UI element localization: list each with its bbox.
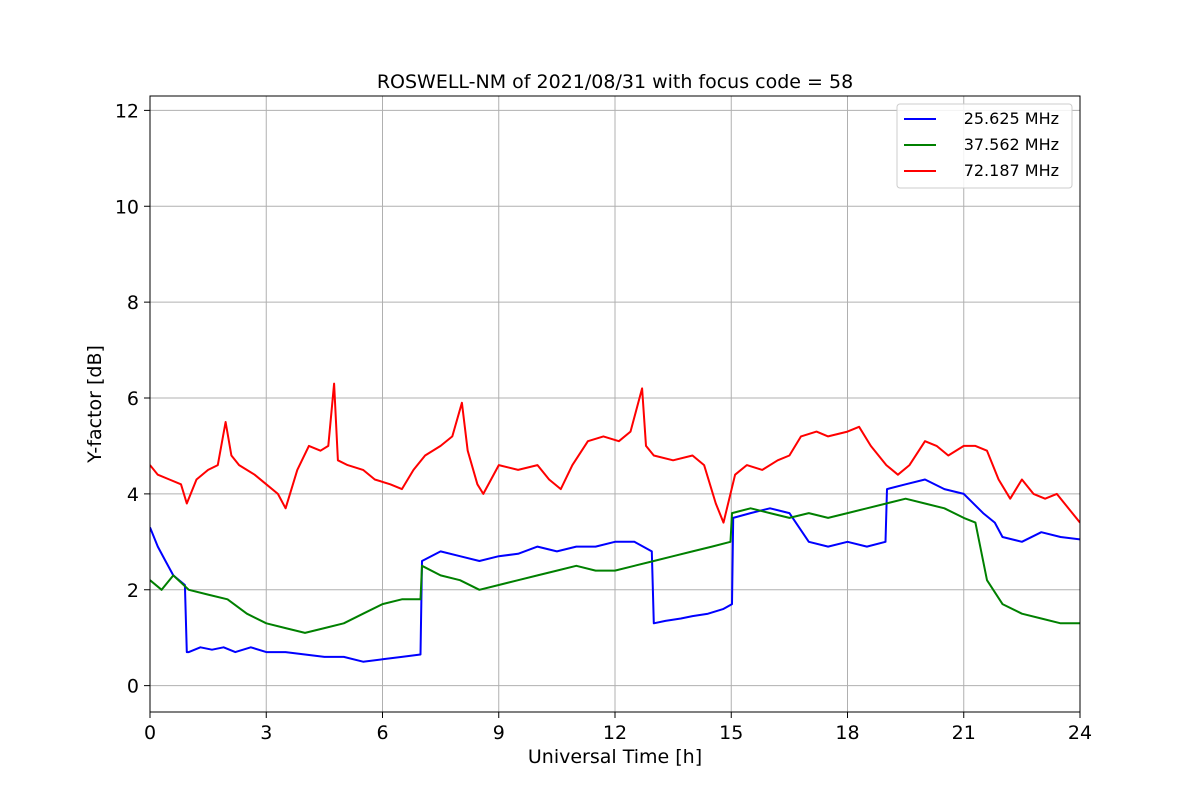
- x-tick-label: 9: [493, 722, 505, 744]
- x-tick-label: 24: [1068, 722, 1092, 744]
- chart-title: ROSWELL-NM of 2021/08/31 with focus code…: [377, 71, 853, 93]
- y-axis-label: Y-factor [dB]: [84, 345, 106, 464]
- legend-label-2: 72.187 MHz: [964, 161, 1059, 180]
- series-line-0: [150, 478, 1080, 663]
- y-tick-label: 12: [115, 100, 139, 122]
- x-tick-label: 3: [260, 722, 272, 744]
- series-layer: [150, 382, 1080, 663]
- x-tick-label: 0: [144, 722, 156, 744]
- y-tick-label: 6: [127, 388, 139, 410]
- y-tick-label: 0: [127, 676, 139, 698]
- y-tick-label: 10: [115, 196, 139, 218]
- x-tick-label: 12: [603, 722, 627, 744]
- series-line-2: [150, 382, 1080, 524]
- series-line-1: [150, 497, 1080, 634]
- legend-label-0: 25.625 MHz: [964, 109, 1059, 128]
- x-tick-label: 6: [376, 722, 388, 744]
- legend-label-1: 37.562 MHz: [964, 135, 1059, 154]
- x-tick-label: 15: [719, 722, 743, 744]
- y-tick-label: 2: [127, 580, 139, 602]
- x-tick-label: 21: [952, 722, 976, 744]
- legend-box: [896, 103, 1073, 189]
- legend: 25.625 MHz 37.562 MHz 72.187 MHz: [896, 103, 1073, 189]
- y-tick-label: 4: [127, 484, 139, 506]
- x-axis-label: Universal Time [h]: [528, 746, 702, 768]
- x-tick-label: 18: [835, 722, 859, 744]
- y-tick-label: 8: [127, 292, 139, 314]
